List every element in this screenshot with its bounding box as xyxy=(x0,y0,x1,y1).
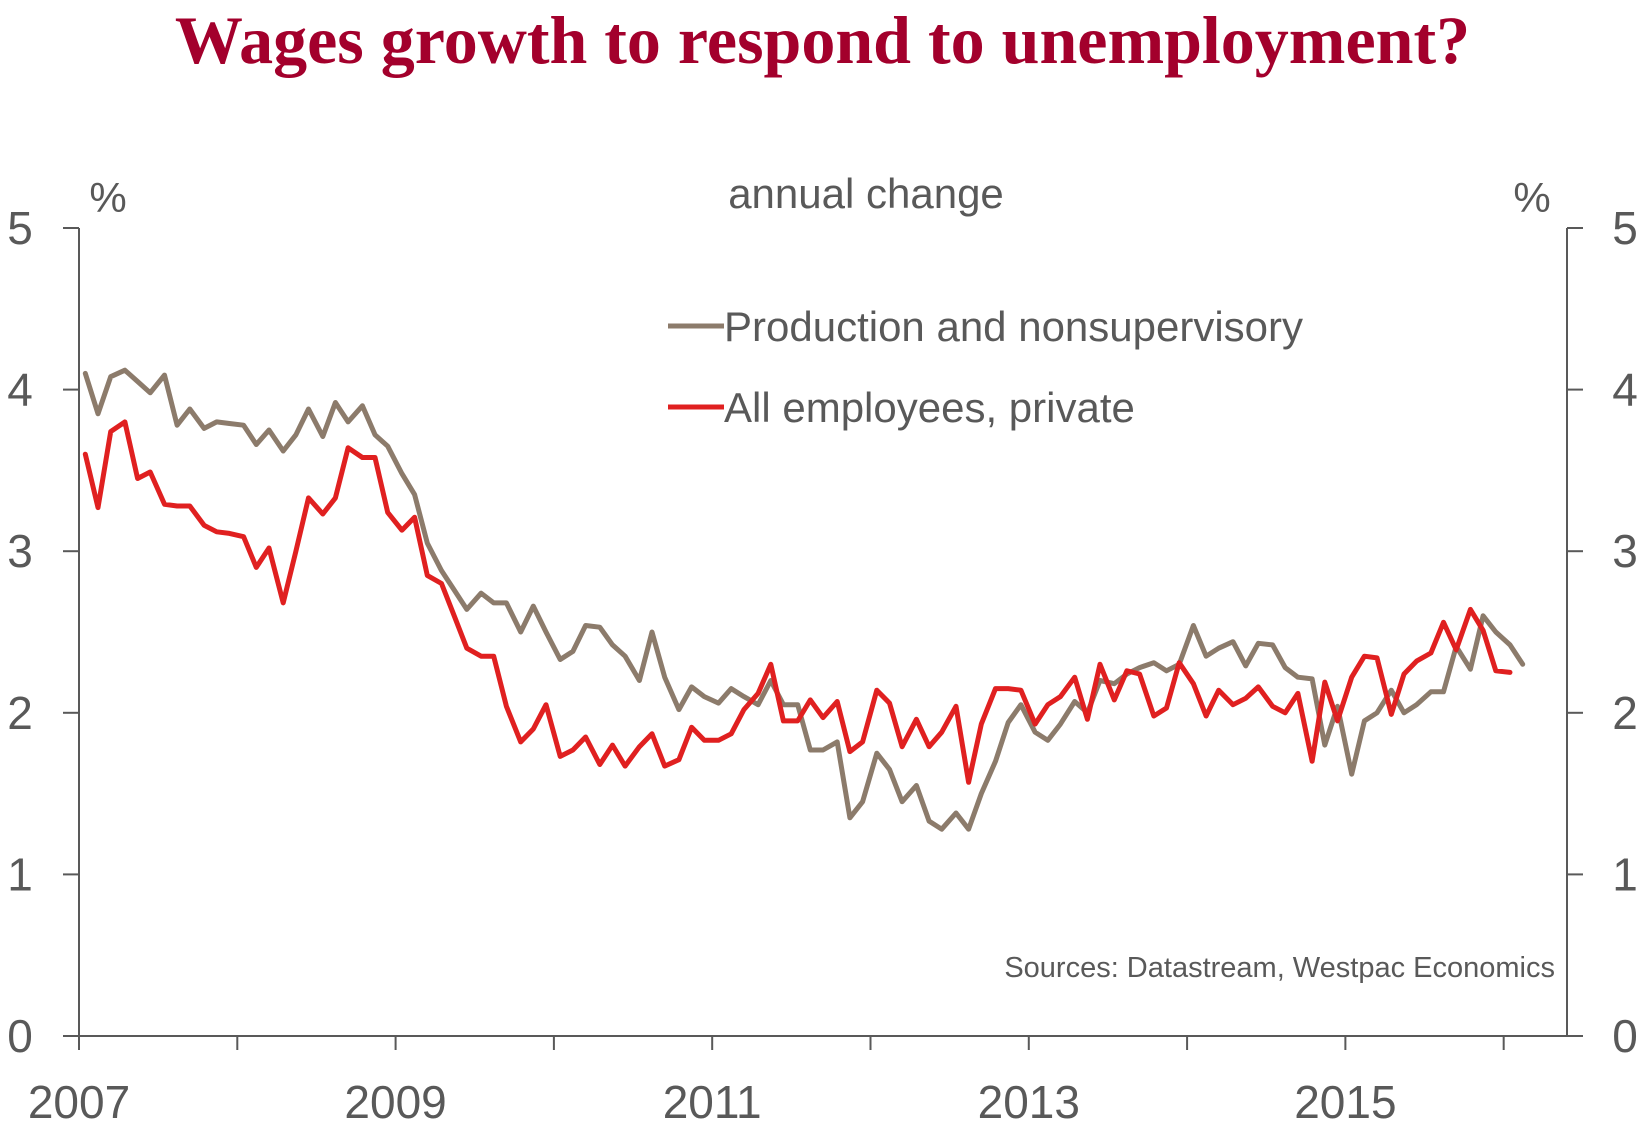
y-ticks: 0 0 1 1 2 2 3 3 4 4 5 5 xyxy=(7,202,1638,1062)
legend: Production and nonsupervisory All employe… xyxy=(668,303,1303,431)
y-tick-label-left: 2 xyxy=(7,687,33,739)
x-ticks: 2007 2009 2011 2013 2015 xyxy=(28,1036,1505,1128)
series-line-production-nonsupervisory xyxy=(82,367,1526,832)
y-axis-label-right: % xyxy=(1513,174,1550,221)
y-tick-label-left: 1 xyxy=(7,848,33,900)
y-axis-label-left: % xyxy=(89,174,126,221)
y-tick-label-right: 1 xyxy=(1612,848,1638,900)
y-tick-label-right: 2 xyxy=(1612,687,1638,739)
x-tick-label: 2009 xyxy=(344,1076,446,1128)
y-tick-label-right: 0 xyxy=(1612,1010,1638,1062)
x-tick-label: 2013 xyxy=(978,1076,1080,1128)
legend-label: Production and nonsupervisory xyxy=(724,303,1303,350)
y-tick-label-left: 3 xyxy=(7,525,33,577)
y-tick-label-right: 5 xyxy=(1612,202,1638,254)
chart-subtitle: annual change xyxy=(728,170,1004,217)
chart-title: Wages growth to respond to unemployment? xyxy=(174,2,1471,78)
source-note: Sources: Datastream, Westpac Economics xyxy=(1004,952,1555,984)
legend-label: All employees, private xyxy=(724,384,1135,431)
chart-frame xyxy=(78,228,1568,1037)
y-tick-label-right: 3 xyxy=(1612,525,1638,577)
x-tick-label: 2015 xyxy=(1294,1076,1396,1128)
series-lines xyxy=(82,367,1526,832)
x-tick-label: 2011 xyxy=(663,1076,762,1128)
x-tick-label: 2007 xyxy=(28,1076,130,1128)
y-tick-label-left: 5 xyxy=(7,202,33,254)
y-tick-label-left: 0 xyxy=(7,1010,33,1062)
y-tick-label-left: 4 xyxy=(7,364,33,416)
y-tick-label-right: 4 xyxy=(1612,364,1638,416)
series-line-all-employees-private xyxy=(82,419,1513,785)
